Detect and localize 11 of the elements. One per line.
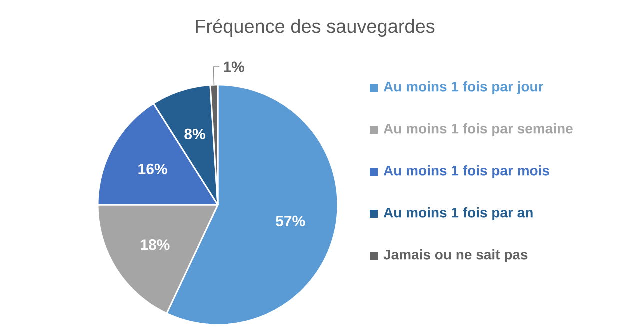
data-label: 1% [224, 62, 244, 72]
legend-label: Jamais ou ne sait pas [384, 249, 528, 263]
data-label: 18% [141, 240, 170, 250]
legend-label: Au moins 1 fois par jour [384, 81, 544, 95]
legend-label: Au moins 1 fois par semaine [384, 123, 573, 137]
chart-title: Fréquence des sauvegardes [196, 19, 435, 37]
legend-label: Au moins 1 fois par mois [384, 165, 550, 179]
legend-label: Au moins 1 fois par an [384, 207, 533, 221]
data-label: 57% [276, 216, 306, 227]
data-label: 16% [138, 164, 168, 174]
data-label: 8% [184, 128, 206, 140]
